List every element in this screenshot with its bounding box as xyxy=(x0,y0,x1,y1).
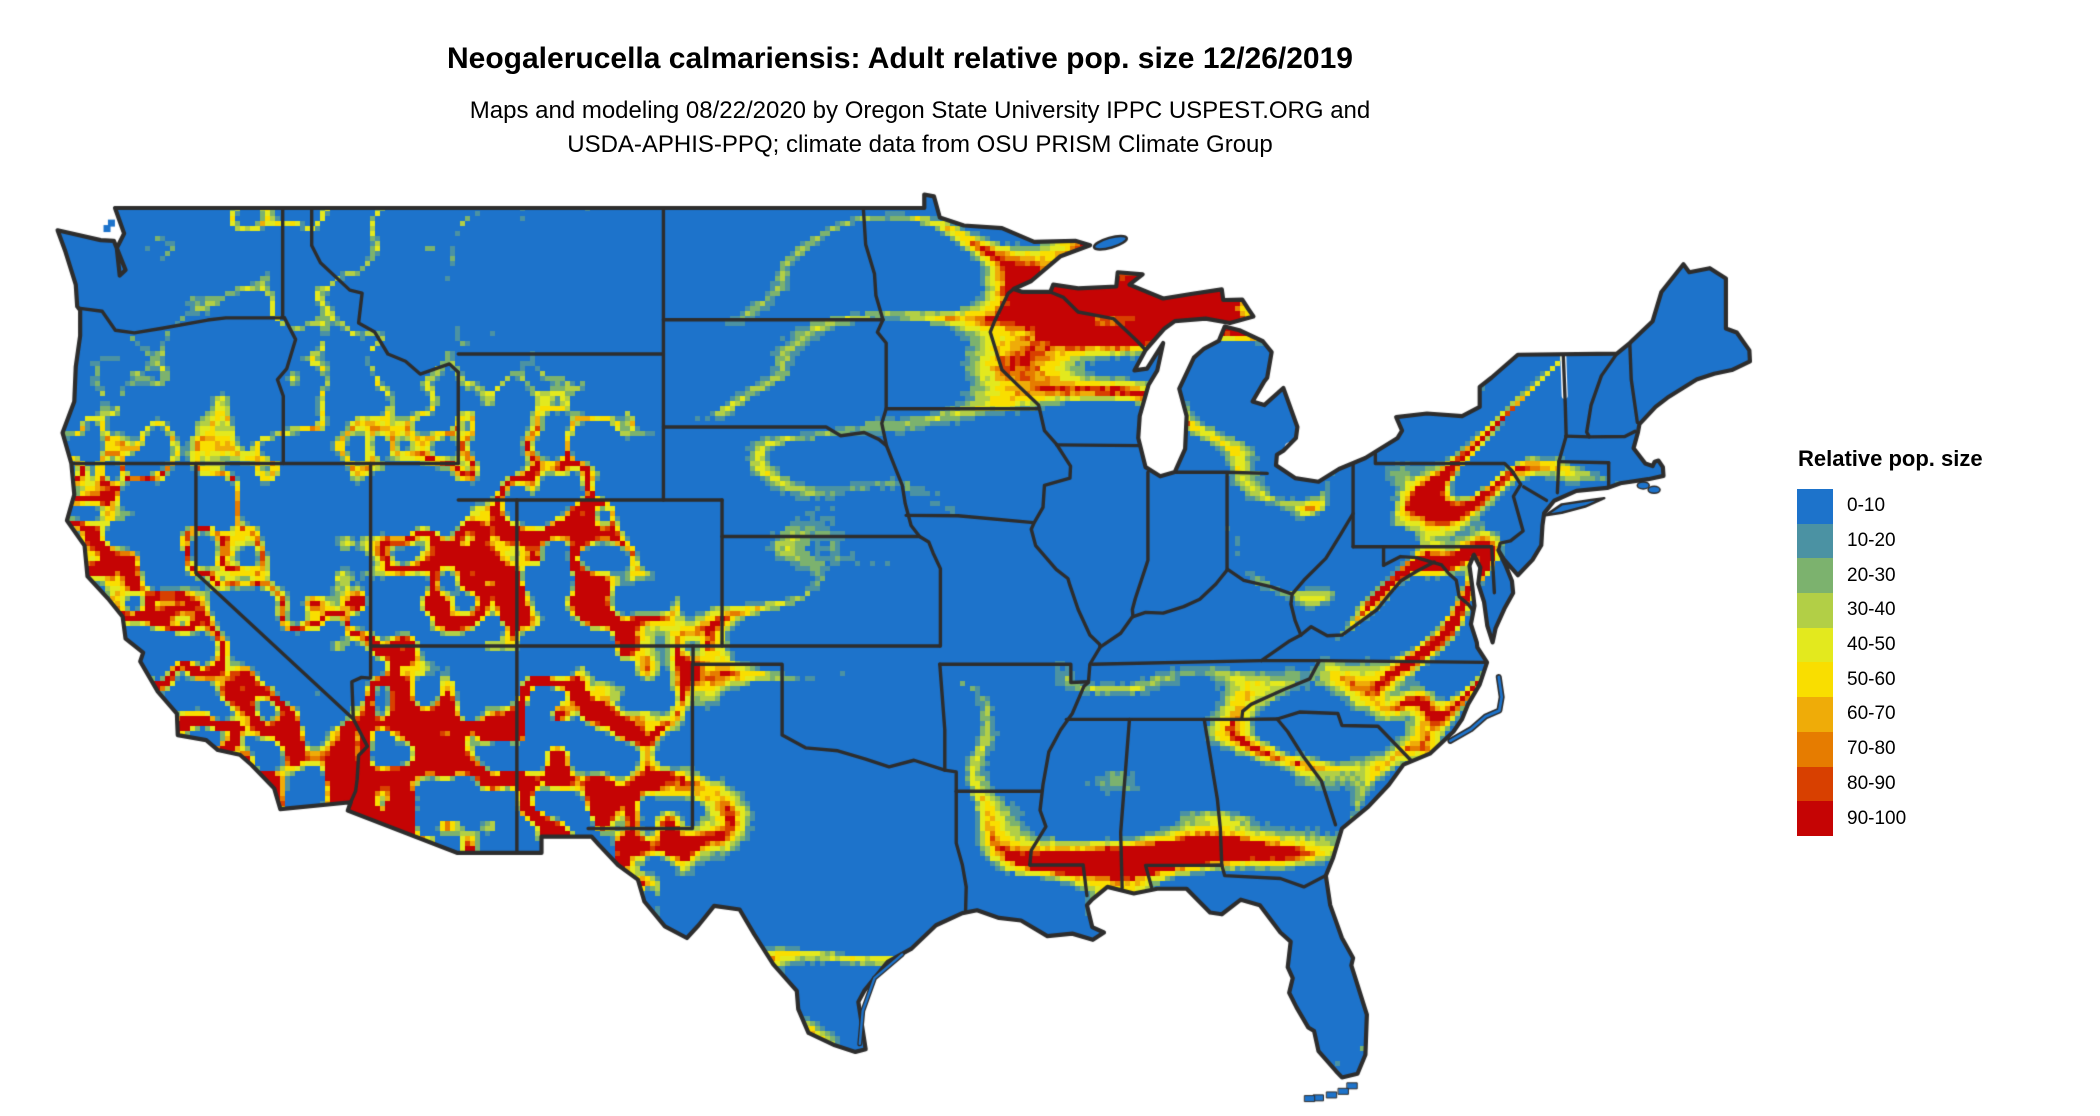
legend-swatch xyxy=(1797,489,1833,524)
map-title: Neogalerucella calmariensis: Adult relat… xyxy=(447,42,1353,75)
legend-swatch xyxy=(1797,627,1833,663)
legend-item: 10-20 xyxy=(1797,523,2077,559)
legend-item-label: 10-20 xyxy=(1847,530,1896,552)
legend-item: 40-50 xyxy=(1797,627,2077,663)
legend-swatch xyxy=(1797,558,1833,594)
legend-item-label: 80-90 xyxy=(1847,772,1896,794)
legend-swatch xyxy=(1797,523,1833,559)
legend-swatch xyxy=(1797,593,1833,628)
legend-item-label: 40-50 xyxy=(1847,634,1896,656)
legend-item-label: 50-60 xyxy=(1847,668,1896,690)
legend-item: 70-80 xyxy=(1797,731,2077,767)
legend-item: 60-70 xyxy=(1797,697,2077,732)
legend-item: 50-60 xyxy=(1797,662,2077,698)
legend-item-label: 60-70 xyxy=(1847,703,1896,725)
map-subtitle-line1: Maps and modeling 08/22/2020 by Oregon S… xyxy=(469,97,1371,124)
legend-title: Relative pop. size xyxy=(1798,446,1983,471)
legend-item: 30-40 xyxy=(1797,593,2077,628)
legend-swatch xyxy=(1797,662,1833,698)
legend-item: 20-30 xyxy=(1797,558,2077,594)
legend-item: 90-100 xyxy=(1797,801,2077,836)
legend-item-label: 0-10 xyxy=(1847,495,1886,517)
legend-swatch xyxy=(1797,766,1833,802)
legend-item: 80-90 xyxy=(1797,766,2077,802)
legend-item-label: 20-30 xyxy=(1847,564,1896,586)
legend-item-label: 90-100 xyxy=(1847,807,1907,829)
legend-items: 0-10 10-20 20-30 30-40 40-50 50-60 60-70 70-80 8… xyxy=(1797,489,2077,836)
legend-item-label: 70-80 xyxy=(1847,738,1896,760)
map-subtitle-line2: USDA-APHIS-PPQ; climate data from OSU PR… xyxy=(567,131,1273,158)
legend-item: 0-10 xyxy=(1797,489,2077,524)
legend-swatch xyxy=(1797,731,1833,767)
legend-swatch xyxy=(1797,697,1833,732)
legend: Relative pop. size 0-10 10-20 20-30 30-40 40… xyxy=(1797,446,2077,836)
legend-swatch xyxy=(1797,801,1833,836)
legend-item-label: 30-40 xyxy=(1847,599,1896,621)
